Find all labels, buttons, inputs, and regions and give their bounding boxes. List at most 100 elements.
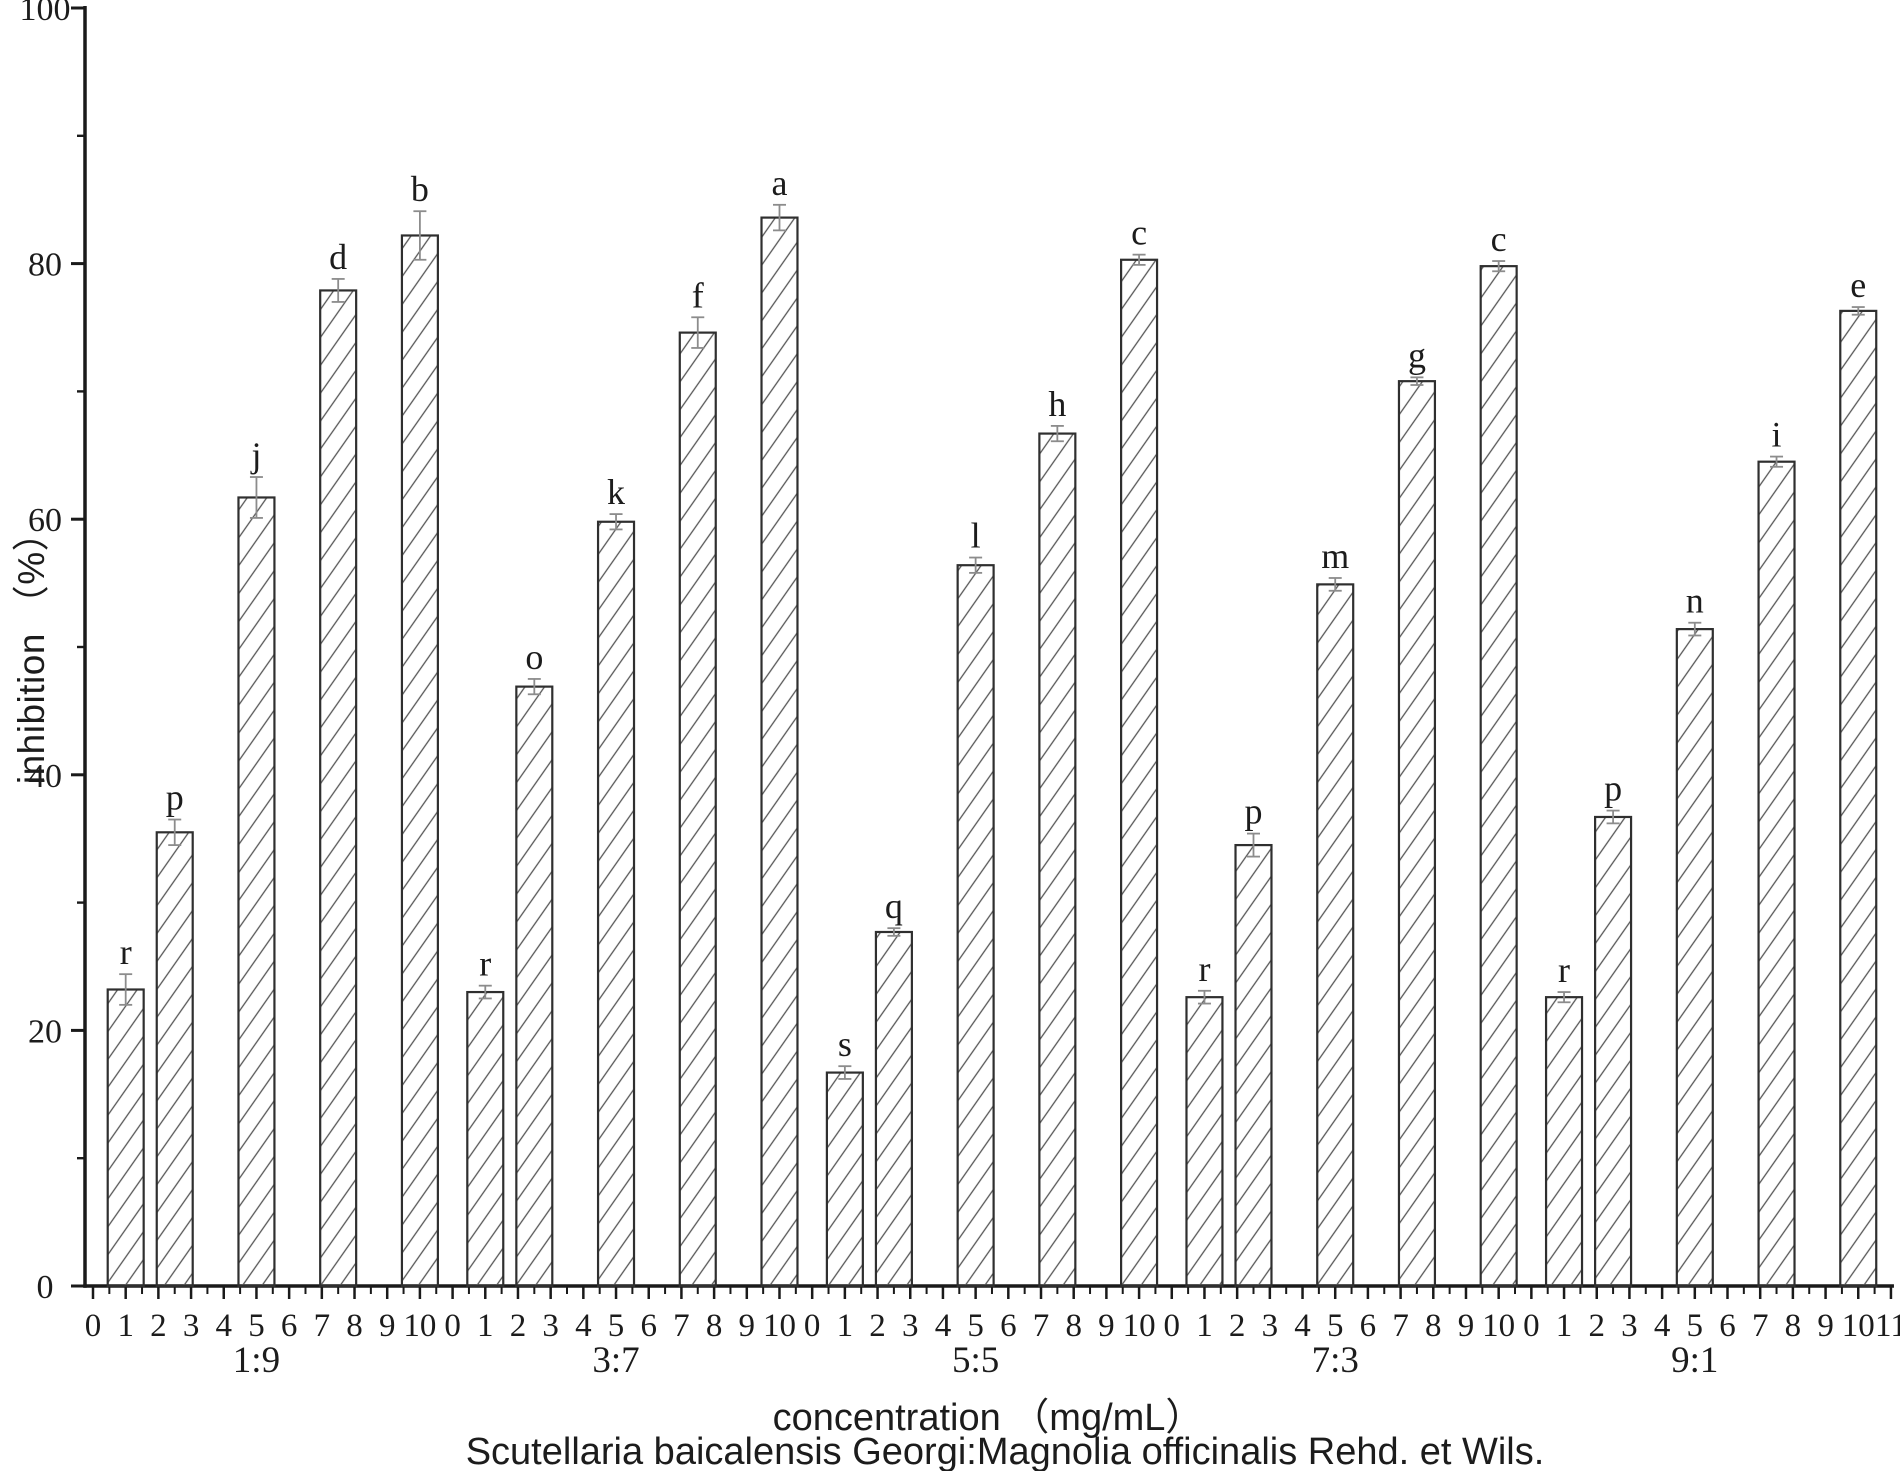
x-tick-label: 4 xyxy=(1654,1308,1671,1344)
y-tick-label: 0 xyxy=(37,1269,54,1306)
y-tick-label: 80 xyxy=(28,247,62,284)
group-label: 3:7 xyxy=(592,1340,639,1381)
bar-letter: b xyxy=(411,169,429,209)
x-tick-label: 6 xyxy=(1360,1308,1377,1344)
x-tick-label: 0 xyxy=(444,1308,461,1344)
bar xyxy=(956,564,995,1288)
x-tick-label: 10 xyxy=(1123,1308,1156,1344)
x-axis-title: concentration （mg/mL） xyxy=(772,1397,1204,1439)
bar xyxy=(1234,843,1273,1288)
x-tick-label: 6 xyxy=(281,1308,298,1344)
x-tick-label: 0 xyxy=(85,1308,102,1344)
x-tick-label: 4 xyxy=(1294,1308,1311,1344)
bar xyxy=(106,988,145,1288)
x-tick-label: 10 xyxy=(403,1308,436,1344)
x-tick-label: 5 xyxy=(248,1308,265,1344)
x-tick-label: 8 xyxy=(1785,1308,1802,1344)
x-tick-label: 4 xyxy=(216,1308,233,1344)
x-tick-label: 3 xyxy=(1262,1308,1279,1344)
bar xyxy=(1185,996,1224,1288)
bar xyxy=(825,1071,864,1288)
x-tick-label: 5 xyxy=(608,1308,625,1344)
group-label: 1:9 xyxy=(233,1340,280,1381)
y-tick-label: 60 xyxy=(28,502,62,539)
x-tick-label: 8 xyxy=(346,1308,363,1344)
bar xyxy=(760,216,799,1288)
x-tick-label: 2 xyxy=(1229,1308,1246,1344)
bar-letter: k xyxy=(607,472,625,512)
bar xyxy=(1757,460,1796,1288)
x-tick-label: 6 xyxy=(640,1308,657,1344)
bar-letter: l xyxy=(971,516,981,556)
group-label: 7:3 xyxy=(1312,1340,1359,1381)
bar xyxy=(1397,380,1437,1288)
bar-letter: f xyxy=(692,275,704,315)
bar-letter: j xyxy=(249,435,261,475)
bar-letter: r xyxy=(1558,950,1570,990)
x-tick-label: 1 xyxy=(1196,1308,1213,1344)
bar-letter: o xyxy=(525,637,543,677)
x-tick-label: 4 xyxy=(935,1308,952,1344)
bar xyxy=(678,331,717,1288)
bar xyxy=(1544,996,1584,1288)
x-tick-label: 10 xyxy=(763,1308,796,1344)
bar-letter: c xyxy=(1491,219,1507,259)
bar xyxy=(1316,583,1355,1288)
x-tick-label: 11 xyxy=(1875,1308,1900,1344)
x-tick-label: 7 xyxy=(673,1308,690,1344)
x-tick-label: 7 xyxy=(1392,1308,1409,1344)
bar xyxy=(237,496,276,1288)
bar-letter: p xyxy=(1244,792,1262,832)
group-label: 9:1 xyxy=(1671,1340,1718,1381)
bar xyxy=(515,685,554,1288)
bar xyxy=(1120,258,1159,1288)
bar-letter: r xyxy=(120,932,132,972)
x-tick-label: 7 xyxy=(314,1308,331,1344)
bar-letter: i xyxy=(1772,415,1782,455)
x-tick-label: 9 xyxy=(1098,1308,1115,1344)
bar-letter: r xyxy=(479,944,491,984)
bar xyxy=(319,289,358,1288)
x-tick-label: 8 xyxy=(1065,1308,1082,1344)
x-tick-label: 5 xyxy=(1327,1308,1344,1344)
y-axis-title: inhibition （%） xyxy=(11,513,52,785)
x-tick-label: 6 xyxy=(1000,1308,1017,1344)
x-tick-label: 6 xyxy=(1719,1308,1736,1344)
x-tick-label: 1 xyxy=(117,1308,134,1344)
bar-letter: m xyxy=(1321,536,1349,576)
x-tick-label: 8 xyxy=(1425,1308,1442,1344)
bar xyxy=(1479,265,1518,1288)
x-tick-label: 7 xyxy=(1752,1308,1769,1344)
bar xyxy=(874,930,913,1288)
x-tick-label: 2 xyxy=(869,1308,886,1344)
x-tick-label: 4 xyxy=(575,1308,592,1344)
y-tick-label: 20 xyxy=(28,1013,62,1050)
x-tick-label: 10 xyxy=(1842,1308,1875,1344)
x-tick-label: 7 xyxy=(1033,1308,1050,1344)
x-tick-label: 1 xyxy=(477,1308,494,1344)
bar-letter: s xyxy=(838,1024,852,1064)
figure-caption: Scutellaria baicalensis Georgi:Magnolia … xyxy=(465,1431,1545,1471)
x-tick-label: 2 xyxy=(150,1308,167,1344)
x-tick-label: 0 xyxy=(1523,1308,1540,1344)
x-tick-label: 9 xyxy=(1458,1308,1475,1344)
y-tick-label: 40 xyxy=(28,758,62,795)
x-tick-label: 3 xyxy=(183,1308,200,1344)
x-tick-label: 2 xyxy=(510,1308,527,1344)
x-tick-label: 5 xyxy=(1687,1308,1704,1344)
x-tick-label: 9 xyxy=(739,1308,756,1344)
bar-letter: d xyxy=(329,237,347,277)
x-tick-label: 5 xyxy=(967,1308,984,1344)
x-tick-label: 9 xyxy=(379,1308,396,1344)
bar-letter: q xyxy=(885,886,903,926)
x-tick-label: 1 xyxy=(837,1308,854,1344)
bar xyxy=(596,520,636,1288)
bar xyxy=(1839,309,1878,1288)
bar-letter: a xyxy=(771,163,787,203)
bar-letter: h xyxy=(1048,384,1066,424)
group-label: 5:5 xyxy=(952,1340,999,1381)
bar xyxy=(400,234,439,1288)
x-tick-label: 3 xyxy=(542,1308,559,1344)
